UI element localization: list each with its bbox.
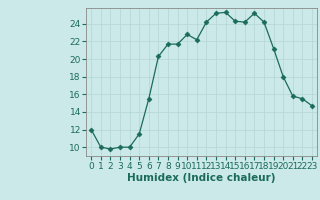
X-axis label: Humidex (Indice chaleur): Humidex (Indice chaleur) xyxy=(127,173,276,183)
